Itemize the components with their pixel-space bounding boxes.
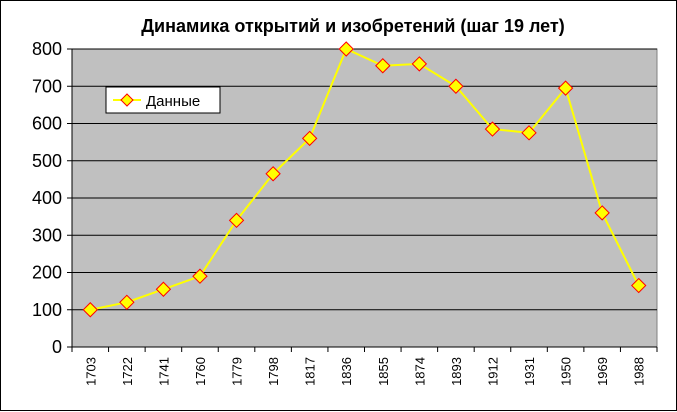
x-tick-label-1893: 1893	[449, 357, 464, 386]
data-point-1722	[119, 294, 135, 311]
data-point-1741	[155, 281, 172, 297]
x-tick-label-1722: 1722	[120, 357, 135, 386]
x-tick-label-1817: 1817	[303, 357, 318, 386]
data-point-1779	[228, 212, 245, 229]
data-point-1950	[557, 80, 574, 96]
legend-marker-diamond-icon	[120, 93, 134, 107]
y-tick-label-100: 100	[32, 300, 62, 320]
axes	[67, 48, 658, 352]
data-point-1836	[338, 41, 354, 57]
data-point-1855	[375, 58, 391, 74]
data-point-1760	[192, 268, 208, 284]
x-tick-label-1912: 1912	[485, 357, 500, 386]
data-point-1874	[411, 56, 428, 72]
gridlines	[72, 48, 657, 311]
data-point-1988	[631, 277, 647, 294]
x-tick-label-1874: 1874	[412, 357, 427, 386]
x-tick-label-1855: 1855	[376, 357, 391, 386]
data-point-1798	[265, 166, 281, 182]
x-tick-label-1931: 1931	[522, 357, 537, 386]
y-tick-label-200: 200	[32, 263, 62, 283]
y-tick-label-400: 400	[32, 188, 62, 208]
x-tick-label-1836: 1836	[339, 357, 354, 386]
data-point-1912	[484, 121, 501, 137]
y-tick-labels: 0 100 200 300 400 500 600 700 800	[32, 39, 62, 357]
x-tick-label-1950: 1950	[559, 357, 574, 386]
x-tick-label-1988: 1988	[632, 357, 647, 386]
x-tick-label-1969: 1969	[595, 357, 610, 386]
x-tick-label-1760: 1760	[193, 357, 208, 386]
y-tick-label-800: 800	[32, 39, 62, 59]
y-tick-label-500: 500	[32, 151, 62, 171]
chart-title: Динамика открытий и изобретений (шаг 19 …	[141, 16, 565, 36]
data-point-1969	[594, 205, 610, 221]
legend-label: Данные	[146, 93, 200, 110]
series-data	[82, 41, 647, 318]
legend: Данные	[105, 86, 221, 114]
data-point-1817	[301, 130, 318, 147]
y-tick-label-300: 300	[32, 225, 62, 245]
y-tick-label-700: 700	[32, 76, 62, 96]
series-line-0	[90, 47, 640, 311]
x-tick-label-1779: 1779	[230, 357, 245, 386]
x-tick-label-1798: 1798	[266, 357, 281, 386]
x-tick-label-1703: 1703	[83, 357, 98, 386]
x-tick-labels: 1703 1722 1741 1760 1779 1798 1817 1836 1855 1874…	[83, 357, 646, 386]
x-tick-label-1741: 1741	[156, 357, 171, 386]
data-point-1893	[448, 78, 464, 94]
data-point-1703	[82, 302, 98, 318]
y-tick-label-600: 600	[32, 114, 62, 134]
data-point-1931	[521, 125, 537, 141]
y-tick-label-0: 0	[52, 337, 62, 357]
